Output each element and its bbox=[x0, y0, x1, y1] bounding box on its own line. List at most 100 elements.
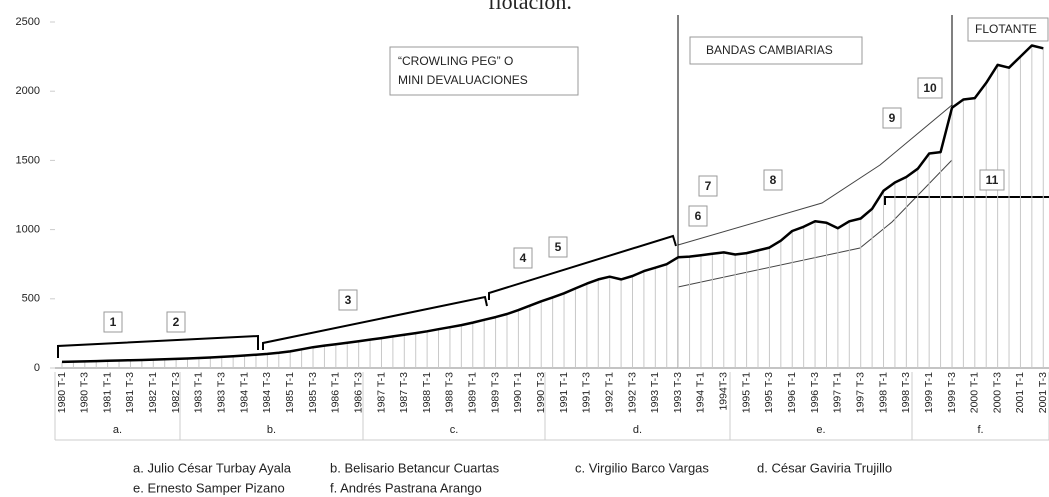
chart-title: flotación. bbox=[488, 0, 572, 14]
annotation: FLOTANTE bbox=[975, 22, 1037, 36]
x-tick-label: 1981 T-3 bbox=[124, 372, 136, 413]
annotation-box bbox=[688, 205, 708, 227]
bracket bbox=[57, 334, 259, 358]
x-tick-label: 1990 T-1 bbox=[512, 372, 524, 413]
x-tick-label: 1991 T-1 bbox=[558, 372, 570, 413]
annotation-box bbox=[763, 169, 783, 191]
x-tick-label: 1999 T-3 bbox=[946, 372, 958, 413]
x-tick-label: 1994 T-1 bbox=[695, 372, 707, 413]
y-tick-label: 1500 bbox=[16, 154, 40, 166]
annotation-number: 9 bbox=[889, 111, 896, 125]
annotation-lines bbox=[57, 15, 1049, 368]
annotation-box bbox=[917, 77, 943, 99]
annotation-number: 2 bbox=[173, 315, 180, 329]
footnote: e. Ernesto Samper Pizano bbox=[133, 480, 285, 495]
period-label: e. bbox=[816, 424, 825, 436]
x-tick-label: 1989 T-1 bbox=[467, 372, 479, 413]
x-tick-label: 1980 T-1 bbox=[56, 372, 68, 413]
x-tick-label: 1985 T-1 bbox=[284, 372, 296, 413]
x-tick-label: 1996 T-1 bbox=[786, 372, 798, 413]
x-tick-label: 2000 T-3 bbox=[991, 372, 1003, 413]
y-tick-label: 1000 bbox=[16, 224, 40, 236]
x-tick-label: 1983 T-1 bbox=[193, 372, 205, 413]
x-tick-label: 1997 T-3 bbox=[854, 372, 866, 413]
y-tick-label: 2500 bbox=[16, 16, 40, 28]
x-tick-label: 1994T-3 bbox=[718, 372, 730, 411]
y-tick-label: 0 bbox=[34, 362, 40, 374]
footnote: a. Julio César Turbay Ayala bbox=[133, 460, 292, 475]
footnote: c. Virgilio Barco Vargas bbox=[575, 460, 709, 475]
x-tick-label: 1988 T-3 bbox=[444, 372, 456, 413]
period-label: b. bbox=[267, 424, 276, 436]
x-tick-label: 1991 T-3 bbox=[581, 372, 593, 413]
x-tick-label: 1983 T-3 bbox=[216, 372, 228, 413]
annotation-box bbox=[389, 46, 579, 96]
footnote: d. César Gaviria Trujillo bbox=[757, 460, 892, 475]
x-tick-label: 1988 T-1 bbox=[421, 372, 433, 413]
x-tick-label: 1993 T-1 bbox=[649, 372, 661, 413]
annotation-number: 7 bbox=[705, 179, 712, 193]
x-tick-label: 1992 T-3 bbox=[626, 372, 638, 413]
bracket bbox=[884, 196, 1049, 205]
annotation-box bbox=[967, 17, 1049, 42]
annotation-box bbox=[338, 289, 358, 311]
x-tick-label: 1995 T-3 bbox=[763, 372, 775, 413]
series-line bbox=[61, 44, 1044, 364]
annotation-box bbox=[548, 236, 568, 258]
period-label: f. bbox=[977, 424, 983, 436]
period-label: d. bbox=[633, 424, 642, 436]
x-tick-label: 1986 T-1 bbox=[330, 372, 342, 413]
annotation-box bbox=[882, 107, 902, 129]
x-tick-label: 1997 T-1 bbox=[832, 372, 844, 413]
annotation-box bbox=[166, 311, 186, 333]
annotation-number: 8 bbox=[770, 173, 777, 187]
annotation-box bbox=[513, 247, 533, 269]
x-tick-label: 1993 T-3 bbox=[672, 372, 684, 413]
x-tick-label: 1989 T-3 bbox=[489, 372, 501, 413]
x-tick-label: 1980 T-3 bbox=[79, 372, 91, 413]
annotation-number: 1 bbox=[110, 315, 117, 329]
period-label: a. bbox=[113, 424, 122, 436]
annotation-box bbox=[698, 175, 718, 197]
annotation: BANDAS CAMBIARIAS bbox=[706, 43, 833, 57]
x-tick-label: 1987 T-1 bbox=[375, 372, 387, 413]
y-tick-label: 500 bbox=[22, 293, 40, 305]
x-tick-label: 1998 T-3 bbox=[900, 372, 912, 413]
x-tick-label: 1995 T-1 bbox=[740, 372, 752, 413]
x-tick-label: 1999 T-1 bbox=[923, 372, 935, 413]
x-tick-label: 1982 T-3 bbox=[170, 372, 182, 413]
bracket bbox=[488, 234, 677, 300]
x-tick-label: 1990 T-3 bbox=[535, 372, 547, 413]
x-tick-label: 1992 T-1 bbox=[603, 372, 615, 413]
annotation-number: 4 bbox=[520, 251, 527, 265]
period-label: c. bbox=[450, 424, 459, 436]
x-tick-label: 1981 T-1 bbox=[101, 372, 113, 413]
y-tick-label: 2000 bbox=[16, 85, 40, 97]
x-tick-label: 1998 T-1 bbox=[877, 372, 889, 413]
x-tick-label: 2001 T-1 bbox=[1014, 372, 1026, 413]
annotation-box bbox=[979, 169, 1005, 191]
x-tick-label: 1986 T-3 bbox=[352, 372, 364, 413]
annotation-number: 6 bbox=[695, 209, 702, 223]
band-upper bbox=[677, 104, 953, 246]
footnote: b. Belisario Betancur Cuartas bbox=[330, 460, 500, 475]
annotation-box bbox=[689, 36, 863, 65]
annotation-number: 10 bbox=[923, 81, 937, 95]
x-tick-label: 1987 T-3 bbox=[398, 372, 410, 413]
x-tick-label: 1984 T-1 bbox=[238, 372, 250, 413]
annotation-box bbox=[103, 311, 123, 333]
annotation: “CROWLING PEG” O bbox=[398, 54, 513, 68]
bracket bbox=[262, 295, 488, 350]
annotation-number: 3 bbox=[345, 293, 352, 307]
x-tick-label: 1996 T-3 bbox=[809, 372, 821, 413]
annotation: MINI DEVALUACIONES bbox=[398, 73, 528, 87]
footnote: f. Andrés Pastrana Arango bbox=[330, 480, 482, 495]
annotation-number: 11 bbox=[986, 173, 999, 187]
annotation-number: 5 bbox=[555, 240, 562, 254]
x-tick-label: 2001 T-3 bbox=[1037, 372, 1049, 413]
x-tick-label: 1985 T-3 bbox=[307, 372, 319, 413]
x-tick-label: 2000 T-1 bbox=[969, 372, 981, 413]
x-tick-label: 1982 T-1 bbox=[147, 372, 159, 413]
x-tick-label: 1984 T-3 bbox=[261, 372, 273, 413]
